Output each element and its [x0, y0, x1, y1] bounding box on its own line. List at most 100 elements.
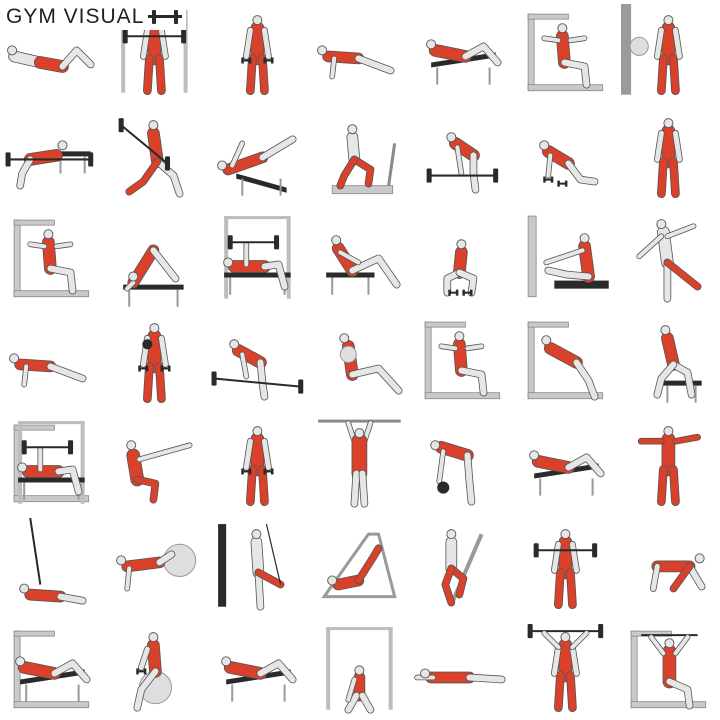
- exercise-figure: [649, 553, 706, 593]
- exercise-figure: [13, 630, 91, 708]
- gym-visual-logo: GYM VISUAL: [6, 4, 187, 30]
- exercise-figure: [7, 45, 95, 73]
- exercise-figure: [19, 517, 87, 605]
- exercise-figure: [441, 529, 484, 607]
- exercise-figure: [529, 450, 605, 496]
- exercise-illustration: [206, 0, 309, 103]
- exercise-figure: [332, 124, 397, 194]
- exercise-figure: [211, 339, 303, 401]
- exercise-illustration: [617, 514, 720, 617]
- exercise-figure: [637, 426, 701, 507]
- exercise-figure: [126, 440, 193, 504]
- exercise-illustration: [411, 0, 514, 103]
- exercise-illustration: [308, 103, 411, 206]
- exercise-figure: [133, 631, 172, 712]
- exercise-figure: [217, 523, 285, 611]
- exercise-illustration: [411, 411, 514, 514]
- exercise-figure: [318, 419, 402, 508]
- exercise-illustration: [103, 514, 206, 617]
- exercise-illustration: [617, 206, 720, 309]
- exercise-figure: [539, 140, 599, 187]
- exercise-illustration: [0, 206, 103, 309]
- exercise-figure: [426, 39, 502, 85]
- exercise-illustration: [617, 308, 720, 411]
- exercise-illustration: [411, 308, 514, 411]
- exercise-illustration: [103, 206, 206, 309]
- exercise-illustration: [308, 514, 411, 617]
- exercise-illustration: [0, 617, 103, 720]
- exercise-illustration: [514, 617, 617, 720]
- exercise-figure: [430, 440, 476, 506]
- exercise-illustration: [514, 411, 617, 514]
- exercise-illustration: [206, 514, 309, 617]
- exercise-figure: [533, 529, 598, 610]
- exercise-illustration: [411, 514, 514, 617]
- exercise-illustration: [617, 411, 720, 514]
- exercise-illustration: [0, 0, 103, 103]
- exercise-figure: [138, 323, 171, 404]
- exercise-figure: [339, 333, 403, 395]
- exercise-illustration: [514, 206, 617, 309]
- exercise-figure: [240, 426, 274, 507]
- exercise-illustration: [206, 617, 309, 720]
- exercise-figure: [527, 322, 604, 401]
- exercise-illustration: [308, 0, 411, 103]
- exercise-illustration: [411, 617, 514, 720]
- exercise-figure: [115, 543, 197, 592]
- exercise-illustration: [103, 411, 206, 514]
- exercise-figure: [9, 353, 87, 388]
- exercise-figure: [424, 322, 501, 400]
- exercise-illustration: [411, 103, 514, 206]
- exercise-illustration: [617, 103, 720, 206]
- exercise-figure: [118, 117, 184, 198]
- exercise-illustration: [0, 308, 103, 411]
- exercise-illustration: [308, 206, 411, 309]
- exercise-figure: [321, 532, 398, 599]
- exercise-illustration: [103, 308, 206, 411]
- exercise-figure: [220, 656, 297, 702]
- exercise-illustration: [514, 103, 617, 206]
- exercise-illustration: [206, 411, 309, 514]
- exercise-figure: [222, 215, 291, 299]
- exercise-figure: [620, 4, 683, 96]
- exercise-illustration: [308, 411, 411, 514]
- exercise-illustration: [206, 103, 309, 206]
- exercise-figure: [527, 13, 604, 92]
- exercise-figure: [426, 132, 499, 194]
- exercise-figure: [630, 630, 706, 710]
- exercise-figure: [414, 668, 506, 684]
- exercise-illustration: [308, 308, 411, 411]
- exercise-figure: [122, 244, 184, 307]
- exercise-illustration: [514, 308, 617, 411]
- exercise-figure: [326, 234, 401, 295]
- exercise-illustration: [0, 514, 103, 617]
- exercise-illustration: [206, 206, 309, 309]
- exercise-illustration: [514, 514, 617, 617]
- exercise-illustration: [103, 103, 206, 206]
- exercise-figure: [216, 135, 297, 196]
- exercise-figure: [13, 421, 90, 504]
- exercise-illustration: [617, 617, 720, 720]
- exercise-illustration: [617, 0, 720, 103]
- exercise-illustration: [514, 0, 617, 103]
- exercise-figure: [527, 215, 609, 297]
- exercise-figure: [317, 45, 395, 80]
- logo-text: GYM VISUAL: [6, 5, 145, 28]
- exercise-illustration: [103, 617, 206, 720]
- exercise-figure: [636, 218, 702, 303]
- exercise-illustration: [0, 103, 103, 206]
- exercise-figure: [443, 238, 478, 297]
- exercise-illustration: [206, 308, 309, 411]
- exercise-illustration: [308, 617, 411, 720]
- exercise-figure: [527, 623, 604, 712]
- exercise-illustration: [411, 206, 514, 309]
- exercise-figure: [240, 15, 274, 96]
- exercise-figure: [653, 117, 683, 198]
- exercise-figure: [653, 325, 702, 404]
- exercise-figure: [13, 219, 90, 297]
- exercise-figure: [5, 140, 94, 190]
- barbell-icon: [148, 10, 183, 24]
- exercise-illustration: [0, 411, 103, 514]
- exercise-figure: [326, 626, 394, 714]
